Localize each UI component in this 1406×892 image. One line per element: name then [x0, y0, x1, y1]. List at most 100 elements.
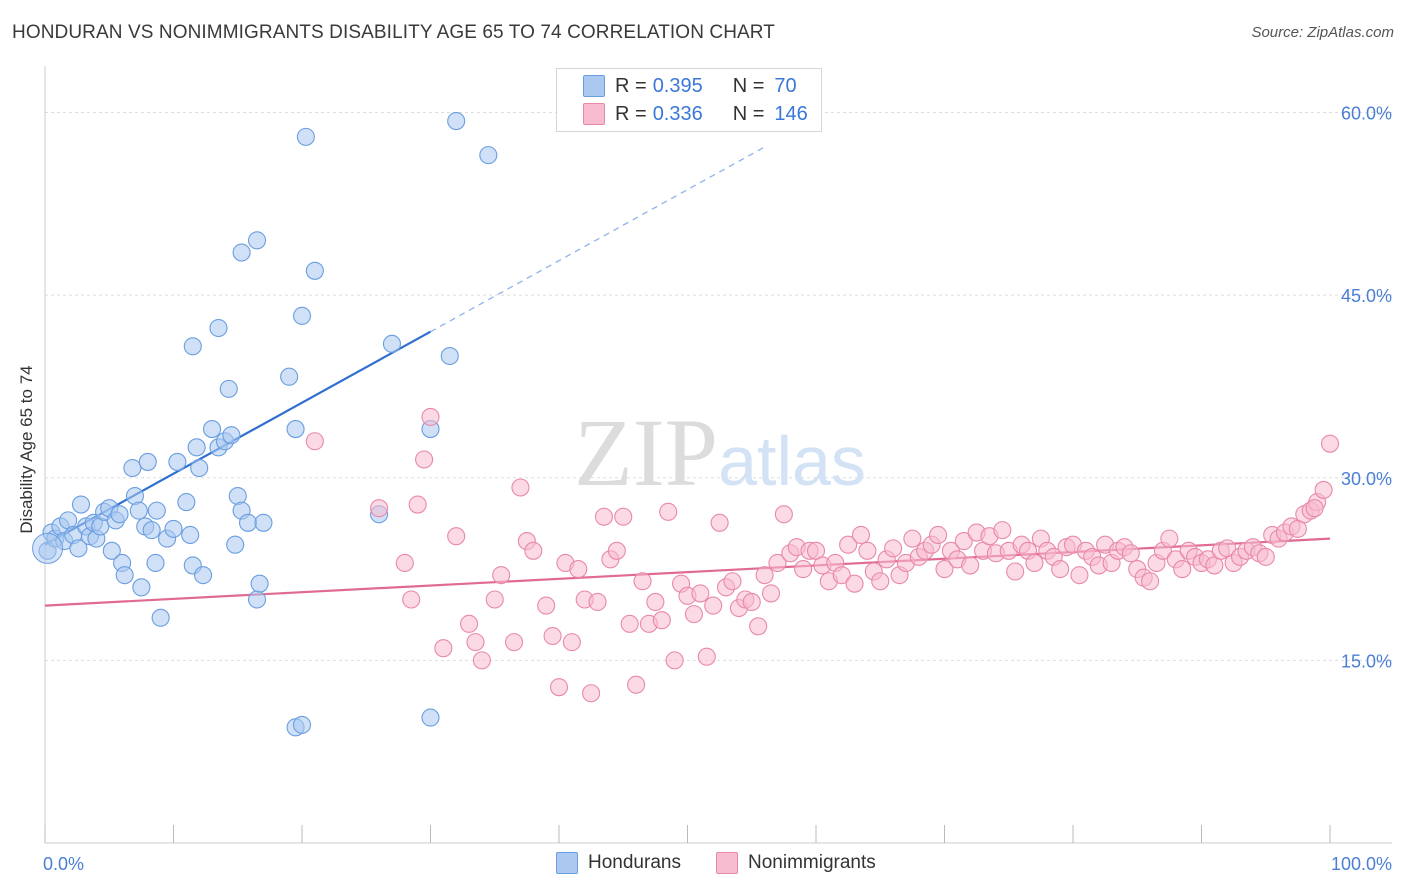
honduran-point [250, 574, 269, 593]
honduran-point [305, 261, 324, 280]
nonimmigrant-point [845, 574, 864, 593]
nonimmigrant-point [543, 626, 562, 646]
stats-legend: R = 0.395 N = 70 R = 0.336 N = 146 [556, 68, 822, 132]
x-tick-label: 0.0% [43, 854, 84, 874]
source-label: Source: ZipAtlas.com [1251, 24, 1394, 41]
legend-n-value: 146 [774, 102, 808, 125]
honduran-point [168, 452, 187, 471]
honduran-point [219, 379, 238, 398]
nonimmigrant-point [1320, 434, 1340, 453]
nonimmigrant-point [1141, 572, 1160, 591]
legend-r-label: R = [615, 102, 647, 125]
nonimmigrant-point [1305, 499, 1324, 518]
honduran-point [110, 505, 129, 524]
legend-n-label: N = [732, 102, 765, 125]
nonimmigrant-point [492, 566, 511, 585]
honduran-point [292, 306, 312, 325]
nonimmigrant-point [305, 432, 324, 451]
y-tick-label: 60.0% [1341, 104, 1392, 124]
honduran-point [183, 337, 202, 356]
nonimmigrant-point [395, 553, 414, 573]
axis-labels: 15.0% 30.0% 45.0% 60.0% 0.0% 100.0% Disability… [17, 104, 1392, 874]
nonimmigrant-point [903, 529, 922, 548]
nonimmigrant-point [704, 596, 723, 615]
honduran-point [232, 243, 251, 262]
y-tick-label: 45.0% [1341, 286, 1392, 306]
nonimmigrant-point [935, 560, 954, 579]
honduran-point [447, 111, 466, 131]
nonimmigrant-point [1160, 529, 1179, 548]
nonimmigrant-point [459, 614, 479, 633]
nonimmigrant-point [851, 525, 871, 545]
honduran-point [247, 590, 267, 609]
chart-title: HONDURAN VS NONIMMIGRANTS DISABILITY AGE… [12, 22, 775, 43]
bottom-legend-nonimmigrants: Nonimmigrants [716, 852, 876, 874]
nonimmigrant-point [511, 478, 530, 497]
nonimmigrant-point [447, 527, 466, 546]
nonimmigrant-point [652, 611, 671, 630]
honduran-point [71, 495, 91, 514]
nonimmigrant-point [415, 450, 434, 469]
nonimmigrant-point [646, 592, 665, 611]
nonimmigrant-point [755, 566, 774, 585]
nonimmigrant-point [659, 502, 678, 521]
nonimmigrant-point [614, 507, 633, 526]
honduran-point [254, 513, 273, 532]
nonimmigrant-point [993, 521, 1012, 540]
y-tick-label: 15.0% [1341, 651, 1392, 671]
nonimmigrant-point [691, 584, 710, 603]
nonimmigrant-point [537, 596, 556, 615]
nonimmigrant-point [858, 541, 877, 560]
honduran-point [129, 501, 148, 520]
legend-row-nonimmigrants: R = 0.336 N = 146 [583, 101, 808, 127]
y-axis-label: Disability Age 65 to 74 [17, 365, 36, 533]
nonimmigrant-point [472, 651, 491, 670]
grid-lines [45, 112, 1392, 661]
nonimmigrant-point [370, 499, 389, 518]
nonimmigrant-point [582, 684, 601, 703]
honduran-point [177, 493, 196, 512]
honduran-point [203, 420, 222, 439]
nonimmigrant-point [421, 407, 440, 426]
bottom-legend-label: Nonimmigrants [748, 852, 876, 873]
honduran-point [132, 578, 151, 597]
axes [44, 66, 1392, 844]
nonimmigrant-point [794, 560, 813, 579]
legend-n-label: N = [732, 74, 765, 97]
nonimmigrant-point [485, 590, 504, 609]
x-tick-label: 100.0% [1331, 854, 1392, 874]
nonimmigrant-point [761, 584, 781, 603]
bottom-legend-swatch [556, 852, 578, 874]
honduran-point [222, 426, 241, 445]
nonimmigrant-point [588, 592, 607, 611]
bottom-legend-label: Hondurans [588, 852, 681, 873]
nonimmigrant-point [1025, 553, 1044, 573]
honduran-point [286, 420, 305, 439]
nonimmigrant-point [1051, 560, 1070, 579]
honduran-point [187, 438, 206, 457]
nonimmigrant-point [954, 532, 973, 551]
bottom-legend-hondurans: Hondurans [556, 852, 681, 874]
nonimmigrant-point [594, 507, 614, 526]
honduran-point [238, 513, 258, 532]
honduran-point [292, 715, 312, 734]
watermark: ZIPatlas [574, 399, 866, 506]
nonimmigrant-point [697, 647, 716, 666]
y-tick-label: 30.0% [1341, 469, 1392, 489]
data-points [32, 111, 1340, 737]
legend-swatch-hondurans [583, 75, 605, 97]
nonimmigrant-point [1314, 480, 1333, 499]
honduran-point [382, 334, 402, 353]
honduran-point [123, 458, 142, 478]
nonimmigrant-point [466, 633, 485, 652]
legend-r-value: 0.395 [652, 74, 703, 97]
honduran-point [102, 541, 121, 560]
honduran-point [190, 458, 209, 478]
nonimmigrant-point [1006, 562, 1025, 581]
nonimmigrant-point [402, 590, 421, 609]
honduran-point [226, 535, 245, 554]
legend-row-hondurans: R = 0.395 N = 70 [583, 73, 797, 99]
honduran-point [164, 519, 183, 538]
nonimmigrant-point [832, 566, 851, 585]
